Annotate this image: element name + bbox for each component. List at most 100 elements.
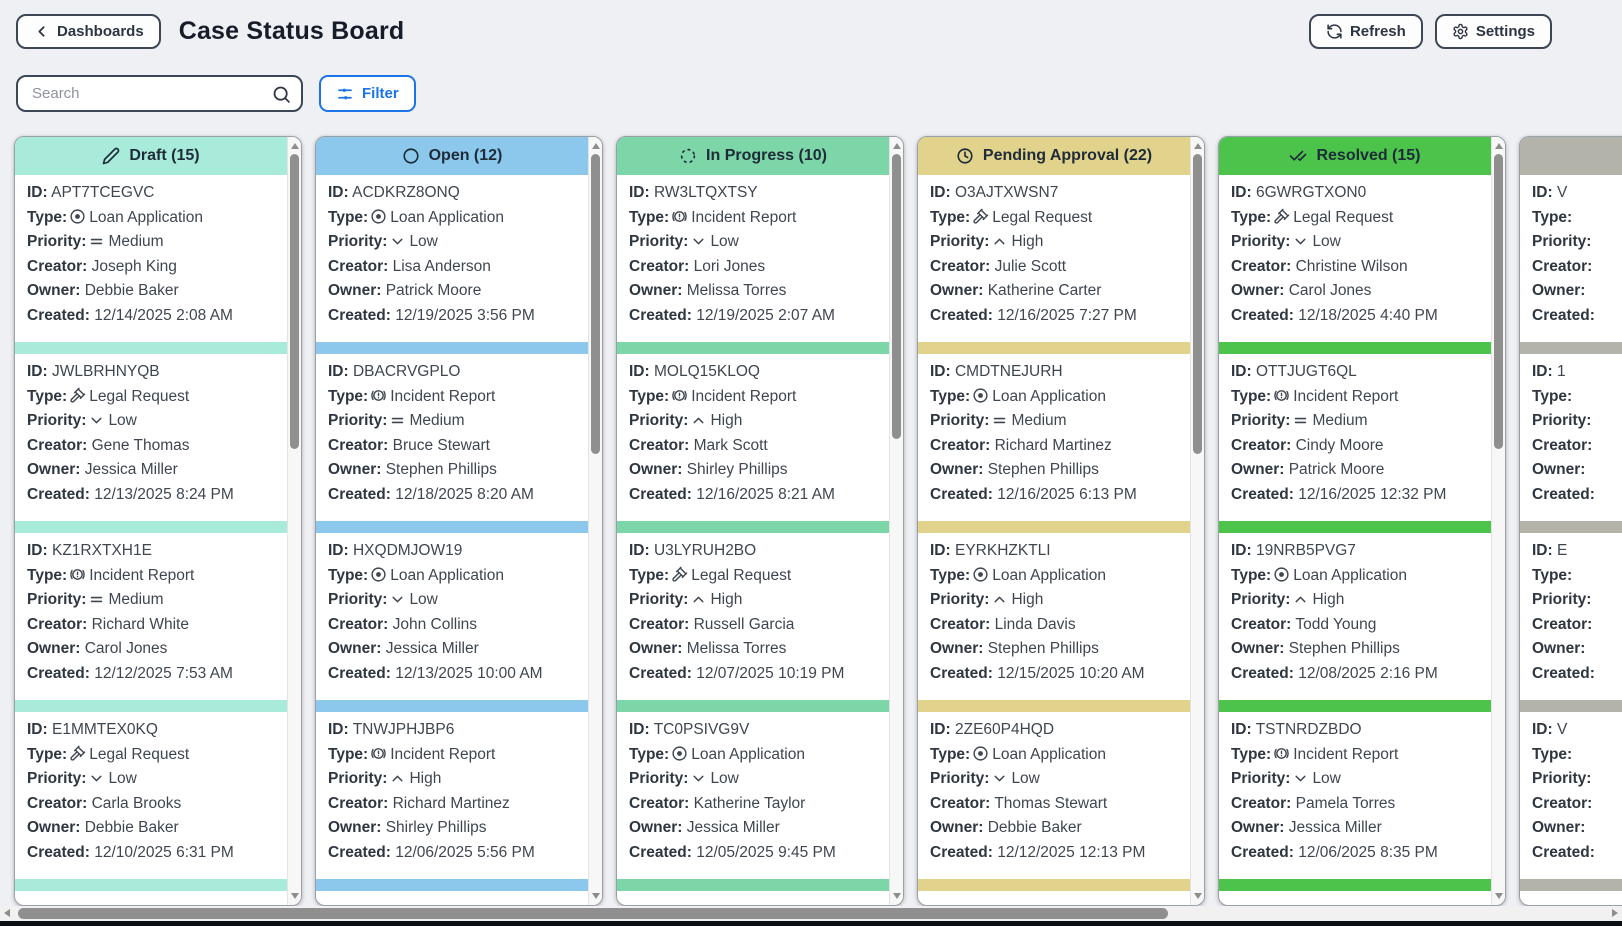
card-creator-value: Christine Wilson [1295,257,1408,275]
card-priority-row: Priority: [1532,233,1592,250]
equals-icon [1295,417,1307,423]
card-type-row: Type: [1532,387,1573,405]
vertical-scrollbar-thumb[interactable] [290,154,299,449]
case-card[interactable]: ID: CMDTNEJURH Type: Loan Application Prior… [918,354,1190,515]
card-id-row: ID: TNWJPHJBP6 [328,721,455,738]
card-priority-value: Low [409,233,438,250]
card-created-value: 12/13/2025 8:24 PM [94,485,234,503]
horizontal-scrollbar[interactable] [0,906,1622,921]
scroll-right-arrow[interactable] [1612,909,1618,917]
case-card[interactable]: ID: RW3LTQXTSY Type: Incident Report Priori… [617,175,889,336]
card-owner-row: Owner: Carol Jones [1231,282,1372,299]
card-owner-value: Stephen Phillips [987,640,1099,657]
case-card[interactable]: ID: 1 Type: Priority: Creator: Owner: Cre… [1520,354,1622,515]
scroll-down-arrow[interactable] [893,893,901,899]
back-button[interactable]: Dashboards [16,14,161,49]
case-card[interactable]: ID: TSTNRDZBDO Type: Incident Report Priori… [1219,712,1491,873]
case-card[interactable]: ID: TNWJPHJBP6 Type: Incident Report Priori… [316,712,588,873]
column-title: Draft (15) [129,147,200,164]
vertical-scrollbar-thumb[interactable] [591,154,600,454]
disc-icon [371,209,386,224]
card-id-value: V [1556,184,1568,201]
card-creator-value: Lori Jones [693,257,766,275]
card-type-row: Type: Loan Application [930,566,1106,584]
case-card[interactable]: ID: JWLBRHNYQB Type: Legal Request Priority… [15,354,287,515]
board-column: Open (12) ID: ACDKRZ8ONQ Type: Loan Applica… [315,136,603,906]
horizontal-scrollbar-thumb[interactable] [18,908,1168,919]
vertical-scrollbar-thumb[interactable] [1494,154,1503,449]
card-created-row: Created: [1532,306,1595,324]
filter-button-label: Filter [362,85,399,102]
settings-button[interactable]: Settings [1434,14,1552,49]
scroll-down-arrow[interactable] [291,893,299,899]
scroll-left-arrow[interactable] [4,909,10,917]
filter-button[interactable]: Filter [319,75,416,112]
vertical-scrollbar[interactable] [889,137,903,905]
card-creator-row: Creator: Russell Garcia [629,615,795,633]
case-card[interactable]: ID: APT7TCEGVC Type: Loan Application Prior… [15,175,287,336]
card-priority-row: Priority: Low [930,770,1040,787]
card-id-row: ID: OTTJUGT6QL [1231,363,1357,380]
card-owner-value: Shirley Phillips [686,461,788,478]
refresh-button[interactable]: Refresh [1308,14,1423,49]
case-card[interactable]: ID: U3LYRUH2BO Type: Legal Request Priority… [617,533,889,694]
card-created-row: Created: [1532,843,1595,861]
column-main: Pending Approval (22) ID: O3AJTXWSN7 Type:… [918,137,1190,905]
settings-button-label: Settings [1475,23,1535,40]
card-owner-value: Stephen Phillips [987,461,1099,478]
case-card[interactable]: ID: V Type: Priority: Creator: Owner: Cre… [1520,175,1622,336]
case-card[interactable]: ID: HXQDMJOW19 Type: Loan Application Prior… [316,533,588,694]
case-card[interactable]: ID: E Type: Priority: Creator: Owner: Cre… [1520,533,1622,694]
card-accent-bar [918,879,1190,891]
case-card[interactable]: ID: ACDKRZ8ONQ Type: Loan Application Prior… [316,175,588,336]
case-card[interactable]: ID: TC0PSIVG9V Type: Loan Application Prior… [617,712,889,873]
alert-circle-icon [1274,748,1289,759]
scroll-up-arrow[interactable] [1194,143,1202,149]
card-priority-value: High [710,591,743,608]
scroll-down-arrow[interactable] [1194,893,1202,899]
vertical-scrollbar[interactable] [287,137,301,905]
card-owner-row: Owner: Patrick Moore [1231,461,1385,478]
scroll-up-arrow[interactable] [893,143,901,149]
card-creator-value: Joseph King [91,257,177,275]
card-priority-value: High [1011,591,1044,608]
scroll-up-arrow[interactable] [291,143,299,149]
vertical-scrollbar-thumb[interactable] [892,154,901,439]
scroll-up-arrow[interactable] [1495,143,1503,149]
chevron-down-icon [91,775,102,781]
case-card[interactable]: ID: EYRKHZKTLI Type: Loan Application Prior… [918,533,1190,694]
case-card[interactable]: ID: DBACRVGPLO Type: Incident Report Priori… [316,354,588,515]
card-owner-row: Owner: [1532,819,1586,836]
column-main: In Progress (10) ID: RW3LTQXTSY Type: Incid… [617,137,889,905]
card-created-row: Created: [1532,664,1595,682]
case-card[interactable]: ID: V Type: Priority: Creator: Owner: Cre… [1520,712,1622,873]
case-card[interactable]: ID: KZ1RXTXH1E Type: Incident Report Priori… [15,533,287,694]
card-priority-value: Low [1312,233,1341,250]
case-card[interactable]: ID: O3AJTXWSN7 Type: Legal Request Priority… [918,175,1190,336]
scroll-down-arrow[interactable] [1495,893,1503,899]
case-card[interactable]: ID: 6GWRGTXON0 Type: Legal Request Priority… [1219,175,1491,336]
card-owner-value: Debbie Baker [84,282,179,299]
card-created-value: 12/08/2025 2:16 PM [1298,664,1438,682]
search-input[interactable] [30,84,265,103]
card-owner-row: Owner: Stephen Phillips [930,461,1099,478]
vertical-scrollbar-thumb[interactable] [1193,154,1202,454]
card-id-value: 19NRB5PVG7 [1255,542,1356,559]
spinner-icon [680,148,696,164]
card-owner-row: Owner: Jessica Miller [1231,819,1382,836]
case-card[interactable]: ID: OTTJUGT6QL Type: Incident Report Priori… [1219,354,1491,515]
scroll-down-arrow[interactable] [592,893,600,899]
vertical-scrollbar[interactable] [1190,137,1204,905]
card-owner-value: Jessica Miller [84,461,178,478]
toolbar: Filter [16,75,416,112]
vertical-scrollbar[interactable] [588,137,602,905]
card-id-value: MOLQ15KLOQ [653,363,760,380]
card-type-row: Type: Incident Report [1231,387,1399,405]
case-card[interactable]: ID: E1MMTEX0KQ Type: Legal Request Priority… [15,712,287,873]
case-card[interactable]: ID: 2ZE60P4HQD Type: Loan Application Prior… [918,712,1190,873]
case-card[interactable]: ID: 19NRB5PVG7 Type: Loan Application Prior… [1219,533,1491,694]
vertical-scrollbar[interactable] [1491,137,1505,905]
top-bar: Dashboards Case Status Board Refresh Set… [16,14,1552,49]
case-card[interactable]: ID: MOLQ15KLOQ Type: Incident Report Priori… [617,354,889,515]
scroll-up-arrow[interactable] [592,143,600,149]
